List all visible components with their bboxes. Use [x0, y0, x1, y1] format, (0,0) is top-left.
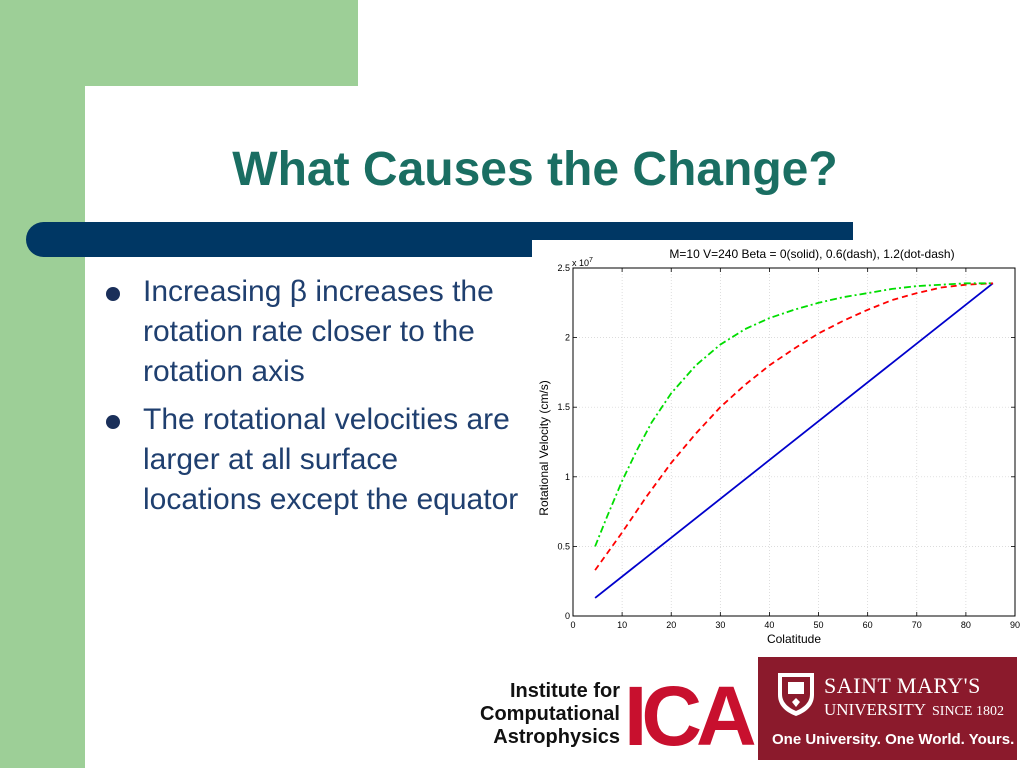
- x-tick-label: 20: [666, 620, 676, 630]
- bullet-dot-icon: [106, 287, 120, 301]
- y-tick-label: 1.5: [557, 402, 570, 412]
- series-line-dash: [594, 282, 993, 571]
- green-top-band: [0, 0, 358, 86]
- ica-text-line: Institute for: [510, 680, 620, 702]
- x-axis-label: Colatitude: [767, 632, 821, 646]
- smu-university-line: UNIVERSITY SINCE 1802: [824, 701, 1004, 721]
- chart-title: M=10 V=240 Beta = 0(solid), 0.6(dash), 1…: [669, 247, 954, 261]
- crest-icon: [778, 673, 814, 716]
- y-axis-label: Rotational Velocity (cm/s): [537, 380, 551, 515]
- y-tick-label: 0: [565, 611, 570, 621]
- y-tick-label: 0.5: [557, 541, 570, 551]
- x-tick-label: 10: [617, 620, 627, 630]
- x-tick-label: 70: [912, 620, 922, 630]
- y-tick-label: 2: [565, 333, 570, 343]
- y-tick-label: 2.5: [557, 263, 570, 273]
- ica-letters: ICA: [624, 669, 757, 763]
- series-line-solid: [594, 282, 994, 599]
- chart-ticks: 0 10 20 30 40 50 60 70 80 90 0 0.5 1 1.5 2 2.5: [557, 263, 1020, 630]
- series-line-dot-dash: [594, 282, 993, 547]
- x-tick-label: 50: [814, 620, 824, 630]
- x-tick-label: 80: [961, 620, 971, 630]
- bullet-text: Increasing β increases the rotation rate…: [143, 275, 494, 388]
- y-multiplier-label: x 107: [572, 257, 593, 268]
- x-tick-label: 90: [1010, 620, 1020, 630]
- chart-series: [594, 282, 994, 599]
- smu-logo: SAINT MARY'S UNIVERSITY SINCE 1802 One Un…: [758, 657, 1017, 760]
- bullet-item: The rotational velocities are larger at …: [104, 400, 524, 520]
- bullet-text: The rotational velocities are larger at …: [143, 403, 519, 516]
- bullet-item: Increasing β increases the rotation rate…: [104, 272, 524, 392]
- bullet-dot-icon: [106, 415, 120, 429]
- x-tick-label: 30: [715, 620, 725, 630]
- chart-svg: 0 10 20 30 40 50 60 70 80 90 0 0.5 1 1.5 2 2.5 M=10 V=2…: [537, 247, 1020, 646]
- smu-name: SAINT MARY'S: [824, 673, 981, 698]
- plot-frame: [572, 267, 1016, 617]
- ica-text-line: Computational: [480, 703, 620, 725]
- smu-tagline: One University. One World. Yours.: [772, 731, 1015, 748]
- ica-logo-text: Institute for Computational Astrophysics: [458, 680, 620, 749]
- bullet-list: Increasing β increases the rotation rate…: [104, 272, 524, 528]
- x-tick-label: 40: [764, 620, 774, 630]
- x-tick-label: 0: [570, 620, 575, 630]
- y-tick-label: 1: [565, 472, 570, 482]
- smu-university: UNIVERSITY: [824, 700, 926, 719]
- green-side-band: [0, 0, 85, 768]
- ica-logo: Institute for Computational Astrophysics…: [458, 669, 757, 763]
- rotational-velocity-chart: 0 10 20 30 40 50 60 70 80 90 0 0.5 1 1.5 2 2.5 M=10 V=2…: [532, 240, 1024, 646]
- x-tick-label: 60: [863, 620, 873, 630]
- smu-since: SINCE 1802: [932, 704, 1004, 719]
- ica-text-line: Astrophysics: [493, 726, 620, 748]
- slide-title: What Causes the Change?: [232, 143, 838, 196]
